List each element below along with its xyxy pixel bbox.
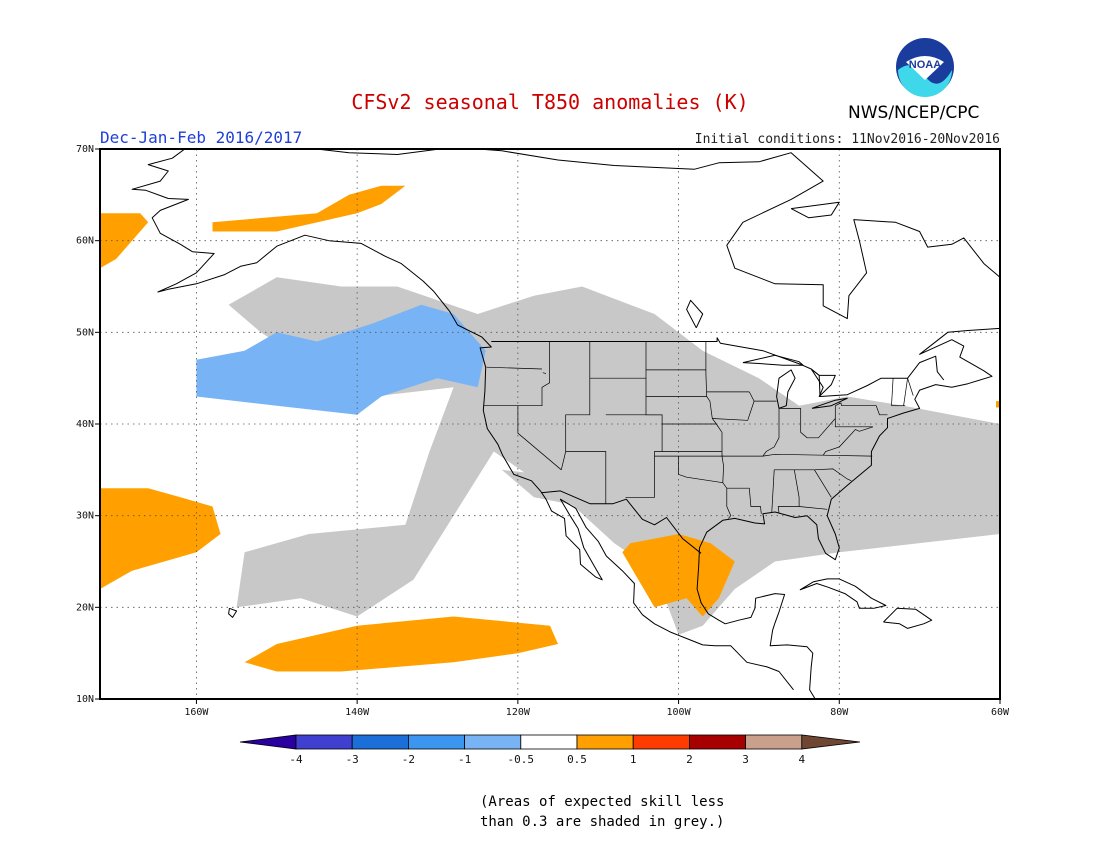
great-lakes <box>742 354 804 366</box>
state-boundary <box>762 408 780 457</box>
colorbar-label: 0.5 <box>567 753 587 766</box>
north-america-coast <box>312 149 1000 699</box>
lon-tick-label: 100W <box>667 707 692 718</box>
lon-tick-label: 160W <box>184 707 209 718</box>
cuba-coast <box>799 578 887 609</box>
state-boundary <box>800 405 836 439</box>
us-mexico-border <box>541 490 702 554</box>
state-boundary <box>565 341 607 504</box>
lat-tick-label: 40N <box>76 419 94 430</box>
colorbar-label: -4 <box>289 753 303 766</box>
state-boundary <box>891 378 894 406</box>
state-boundary <box>907 378 914 396</box>
chukotka-coast <box>100 198 101 200</box>
season-label: Dec-Jan-Feb 2016/2017 <box>100 128 303 147</box>
state-boundary <box>726 487 762 514</box>
state-boundary <box>712 391 755 421</box>
pacific-coast <box>131 149 794 691</box>
initial-conditions-label: Initial conditions: 11Nov2016-20Nov2016 <box>694 132 1000 147</box>
agency-label: NWS/NCEP/CPC <box>848 103 980 123</box>
colorbar-segment <box>689 734 747 750</box>
state-boundary <box>542 372 547 374</box>
colorbar-label: -3 <box>346 753 359 766</box>
noaa-logo-bird <box>906 56 944 80</box>
colorbar-segment <box>520 734 578 750</box>
hawaii-coast <box>228 607 238 618</box>
lon-tick-label: 60W <box>991 707 1010 718</box>
colorbar-label: -1 <box>458 753 471 766</box>
lat-tick-label: 70N <box>76 144 94 155</box>
lat-tick-label: 60N <box>76 236 94 247</box>
colorbar-segment <box>351 734 409 750</box>
colorbar-segment <box>632 734 690 750</box>
lat-tick-label: 50N <box>76 327 94 338</box>
state-boundary <box>722 453 873 457</box>
lon-tick-label: 80W <box>830 707 849 718</box>
colorbar-segment <box>576 734 634 750</box>
positive-anomaly-alaska <box>212 185 406 232</box>
colorbar-arrow-low <box>239 734 297 750</box>
low-skill-shading <box>228 277 1000 635</box>
state-boundary <box>834 418 873 428</box>
footnote: (Areas of expected skill less than 0.3 a… <box>480 792 724 832</box>
state-boundary <box>486 366 543 370</box>
state-boundary <box>705 341 732 519</box>
state-boundary <box>822 426 874 456</box>
state-boundary <box>835 402 888 416</box>
footnote-line-2: than 0.3 are shaded in grey.) <box>480 814 725 830</box>
state-boundary <box>517 341 562 471</box>
noaa-logo-text: NOAA <box>909 59 941 71</box>
lake-erie <box>811 397 848 409</box>
lon-tick-label: 120W <box>506 707 531 718</box>
noaa-logo-wave <box>898 65 952 97</box>
lat-tick-label: 20N <box>76 602 94 613</box>
colorbar-arrow-high <box>801 734 861 750</box>
state-boundary <box>903 378 908 406</box>
colorbar-label: 2 <box>686 753 693 766</box>
positive-anomaly-central-pacific <box>100 488 221 589</box>
lake-winnipeg <box>686 299 704 329</box>
state-boundary <box>560 451 567 470</box>
colorbar-label: -2 <box>402 753 415 766</box>
colorbar-segment <box>295 734 353 750</box>
noaa-logo: NOAA <box>896 38 954 97</box>
lon-tick-label: 140W <box>345 707 370 718</box>
colorbar: -4 -3 -2 -1 -0.5 0.5 1 2 3 4 <box>239 734 861 766</box>
positive-anomaly-eastern-pacific <box>244 616 558 672</box>
colorbar-label: 3 <box>742 753 749 766</box>
colorbar-label: -0.5 <box>508 753 535 766</box>
footnote-line-1: (Areas of expected skill less <box>480 794 725 810</box>
colorbar-label: 1 <box>630 753 637 766</box>
state-boundary <box>678 456 723 484</box>
colorbar-segment <box>464 734 522 750</box>
map-title: CFSv2 seasonal T850 anomalies (K) <box>351 90 749 114</box>
lat-tick-label: 30N <box>76 511 94 522</box>
map-content <box>100 149 1060 699</box>
hispaniola-coast <box>883 607 933 629</box>
positive-anomaly-gulf <box>622 534 735 617</box>
hudson-bay-islands <box>790 201 840 219</box>
negative-anomaly-pacific <box>196 304 486 415</box>
map-area: 10N 20N 30N 40N 50N 60N 70N 160W 140W 120W 100W 80W… <box>76 144 1060 718</box>
lake-huron-erie <box>810 368 836 397</box>
newfoundland-coast <box>1006 318 1060 362</box>
colorbar-label: 4 <box>798 753 805 766</box>
lake-michigan <box>776 369 796 409</box>
us-canada-border <box>491 337 945 397</box>
state-boundary <box>814 469 832 498</box>
colorbar-segment <box>407 734 465 750</box>
positive-anomaly-siberia <box>100 213 149 269</box>
lat-tick-label: 10N <box>76 694 94 705</box>
state-boundary <box>799 506 828 510</box>
colorbar-segment <box>745 734 803 750</box>
state-boundary <box>771 469 775 513</box>
